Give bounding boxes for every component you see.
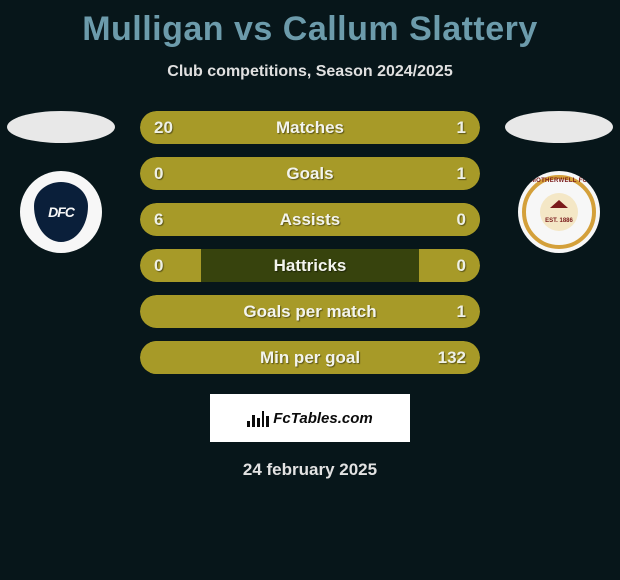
stat-bars: 201Matches 01Goals 60Assists 00Hattricks 1Go… [140, 111, 480, 374]
stat-row: 201Matches [140, 111, 480, 144]
season-subtitle: Club competitions, Season 2024/2025 [0, 63, 620, 81]
page-title: Mulligan vs Callum Slattery [0, 0, 620, 49]
roof-icon [550, 200, 568, 208]
stat-label: Matches [140, 111, 480, 144]
stat-row: 00Hattricks [140, 249, 480, 282]
badge-top-text: MOTHERWELL FC [518, 178, 600, 184]
left-team-badge: DFC [20, 171, 102, 253]
stat-label: Goals per match [140, 295, 480, 328]
brand-footer: FcTables.com [210, 394, 410, 442]
brand-text: FcTables.com [273, 410, 372, 427]
stat-row: 01Goals [140, 157, 480, 190]
stat-label: Assists [140, 203, 480, 236]
badge-est-text: EST. 1886 [545, 218, 573, 224]
player-silhouette-placeholder [505, 111, 613, 143]
stat-label: Min per goal [140, 341, 480, 374]
bar-chart-icon [247, 409, 269, 427]
comparison-area: DFC MOTHERWELL FC EST. 1886 201Matches 01… [0, 111, 620, 374]
left-player-column: DFC [6, 111, 116, 253]
stat-label: Goals [140, 157, 480, 190]
stat-row: 132Min per goal [140, 341, 480, 374]
stat-row: 1Goals per match [140, 295, 480, 328]
stat-row: 60Assists [140, 203, 480, 236]
badge-center-icon: EST. 1886 [540, 193, 578, 231]
player-silhouette-placeholder [7, 111, 115, 143]
stat-label: Hattricks [140, 249, 480, 282]
snapshot-date: 24 february 2025 [0, 460, 620, 480]
shield-icon: DFC [34, 182, 88, 242]
right-player-column: MOTHERWELL FC EST. 1886 [504, 111, 614, 253]
right-team-badge: MOTHERWELL FC EST. 1886 [518, 171, 600, 253]
